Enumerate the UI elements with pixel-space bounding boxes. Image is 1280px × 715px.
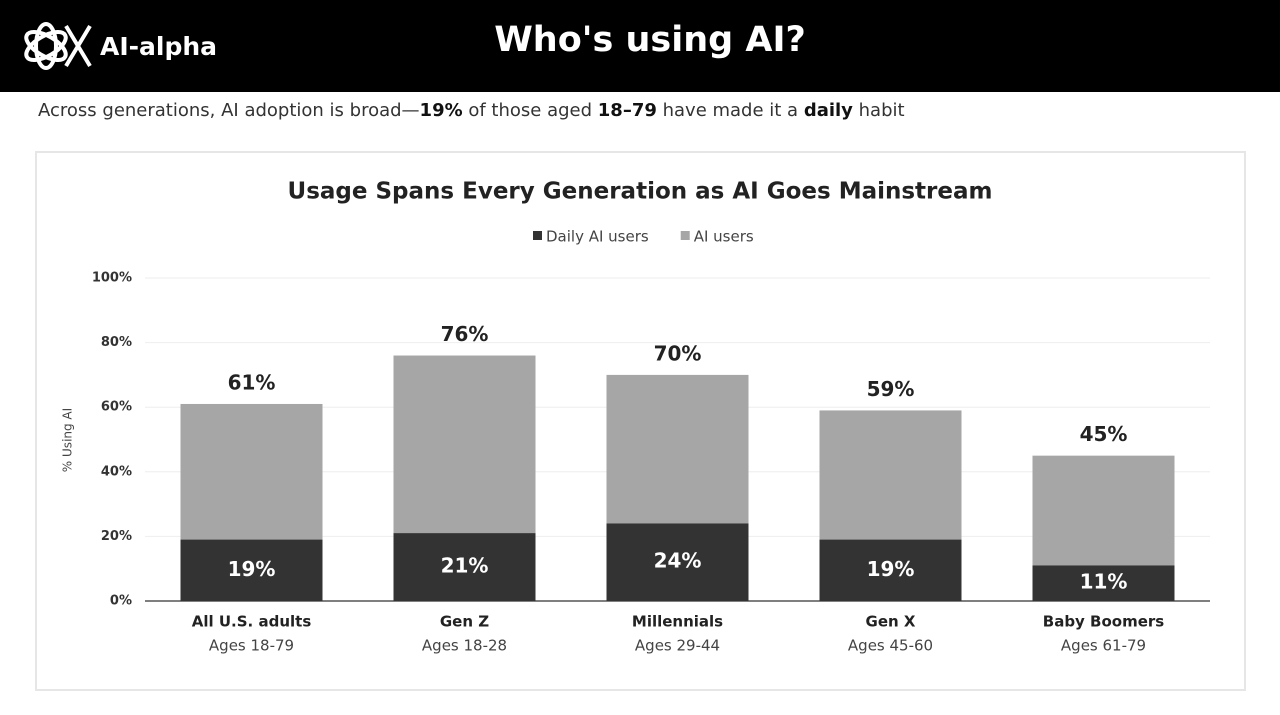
x-tick-sublabel: Ages 29-44: [635, 637, 720, 655]
x-tick-sublabel: Ages 18-79: [209, 637, 294, 655]
y-tick-label: 60%: [101, 400, 132, 415]
y-tick-label: 0%: [110, 594, 132, 609]
x-tick-sublabel: Ages 45-60: [848, 637, 933, 655]
header-bar: AI-alpha Who's using AI?: [0, 0, 1280, 92]
subtitle-text: daily: [803, 100, 853, 121]
x-tick-sublabel: Ages 18-28: [422, 637, 507, 655]
subtitle-text: 19%: [419, 100, 463, 121]
page-title: Who's using AI?: [494, 20, 806, 60]
value-label: 24%: [654, 549, 702, 573]
subtitle-text: 18–79: [597, 100, 657, 121]
y-tick-label: 80%: [101, 335, 132, 350]
bar: [1032, 565, 1175, 601]
legend-swatch: [533, 231, 542, 240]
x-tick-label: Gen X: [866, 613, 916, 631]
x-tick-label: Baby Boomers: [1043, 613, 1165, 631]
x-tick-label: Gen Z: [440, 613, 489, 631]
y-axis-label: % Using AI: [61, 408, 75, 472]
value-label: 76%: [441, 322, 489, 346]
value-label: 21%: [441, 554, 489, 578]
logo-text: AI-alpha: [100, 32, 218, 61]
legend-label: AI users: [694, 228, 754, 246]
value-label: 45%: [1080, 422, 1128, 446]
value-label: 19%: [228, 557, 276, 581]
x-tick-label: Millennials: [632, 613, 723, 631]
chart-title: Usage Spans Every Generation as AI Goes …: [288, 179, 993, 205]
value-label: 61%: [228, 370, 276, 394]
subtitle-text: habit: [852, 100, 905, 121]
value-label: 19%: [867, 557, 915, 581]
bar: [180, 539, 323, 601]
subtitle-text: have made it a: [656, 100, 804, 121]
bar: [393, 533, 536, 601]
y-tick-label: 40%: [101, 464, 132, 479]
subtitle-text: Across generations, AI adoption is broad…: [38, 100, 420, 121]
x-tick-sublabel: Ages 61-79: [1061, 637, 1146, 655]
y-tick-label: 20%: [101, 529, 132, 544]
value-label: 59%: [867, 377, 915, 401]
legend-label: Daily AI users: [546, 228, 649, 246]
y-tick-label: 100%: [92, 271, 132, 286]
value-label: 11%: [1080, 570, 1128, 594]
subtitle-text: of those aged: [462, 100, 598, 121]
bar: [606, 523, 749, 601]
subtitle: Across generations, AI adoption is broad…: [38, 100, 905, 121]
bar: [819, 539, 962, 601]
value-label: 70%: [654, 341, 702, 365]
legend-swatch: [680, 231, 690, 240]
x-tick-label: All U.S. adults: [192, 613, 312, 631]
logo-icon: [24, 22, 92, 70]
